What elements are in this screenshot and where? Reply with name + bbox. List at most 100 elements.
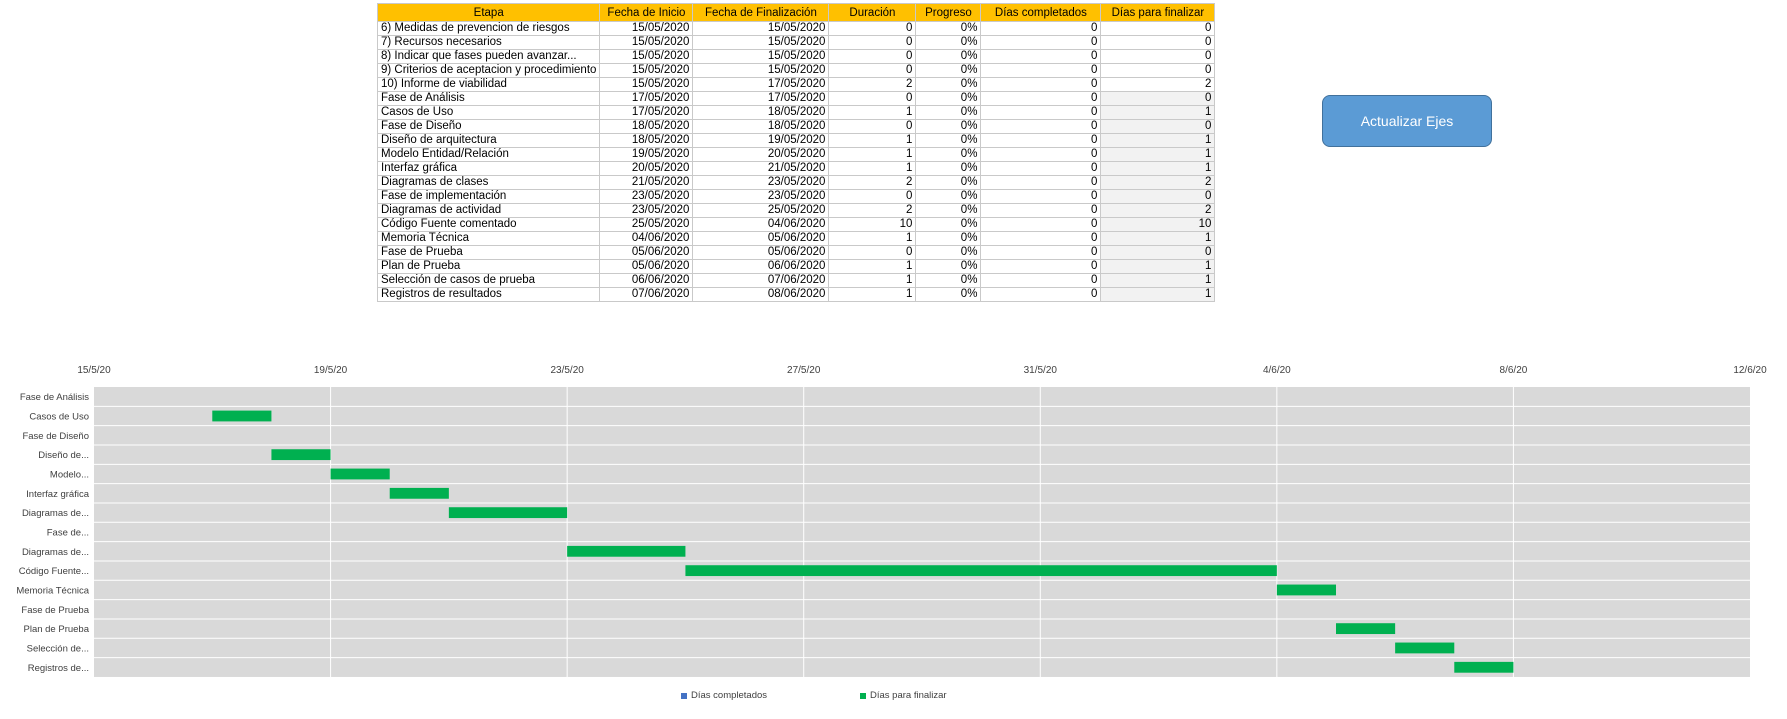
table-cell[interactable]: 0% <box>915 259 982 274</box>
table-cell[interactable]: 1 <box>828 105 917 120</box>
table-cell[interactable]: 8) Indicar que fases pueden avanzar... <box>376 49 601 64</box>
table-cell[interactable]: 17/05/2020 <box>599 91 694 106</box>
table-cell[interactable]: 0 <box>980 217 1102 232</box>
table-cell[interactable]: 0% <box>915 49 982 64</box>
table-cell[interactable]: 20/05/2020 <box>692 147 830 162</box>
table-cell[interactable]: 21/05/2020 <box>599 175 694 190</box>
table-cell[interactable]: 17/05/2020 <box>692 77 830 92</box>
table-cell[interactable]: 0% <box>915 63 982 78</box>
table-cell[interactable]: 0% <box>915 119 982 134</box>
table-cell[interactable]: 0 <box>980 63 1102 78</box>
table-cell[interactable]: 0% <box>915 231 982 246</box>
table-cell[interactable]: 08/06/2020 <box>692 287 830 302</box>
table-cell[interactable]: 0% <box>915 105 982 120</box>
table-cell[interactable]: 19/05/2020 <box>692 133 830 148</box>
table-cell[interactable]: 0% <box>915 147 982 162</box>
table-cell[interactable]: Casos de Uso <box>376 105 601 120</box>
table-cell[interactable]: 15/05/2020 <box>692 21 830 36</box>
table-cell[interactable]: 06/06/2020 <box>599 273 694 288</box>
table-cell[interactable]: 2 <box>828 203 917 218</box>
table-cell[interactable]: 18/05/2020 <box>599 133 694 148</box>
table-cell[interactable]: 23/05/2020 <box>599 203 694 218</box>
table-cell[interactable]: 0 <box>980 133 1102 148</box>
table-cell[interactable]: 0 <box>1100 91 1216 106</box>
table-cell[interactable]: 0% <box>915 245 982 260</box>
table-cell[interactable]: 0 <box>1100 245 1216 260</box>
table-cell[interactable]: 18/05/2020 <box>692 119 830 134</box>
table-cell[interactable]: 25/05/2020 <box>692 203 830 218</box>
table-cell[interactable]: 1 <box>828 287 917 302</box>
table-cell[interactable]: 17/05/2020 <box>692 91 830 106</box>
table-cell[interactable]: 9) Criterios de aceptacion y procedimien… <box>376 63 601 78</box>
table-cell[interactable]: 1 <box>1100 231 1216 246</box>
table-cell[interactable]: Código Fuente comentado <box>376 217 601 232</box>
table-cell[interactable]: 0 <box>828 35 917 50</box>
table-cell[interactable]: 0 <box>980 119 1102 134</box>
update-axes-button[interactable]: Actualizar Ejes <box>1322 95 1492 147</box>
table-cell[interactable]: 0% <box>915 203 982 218</box>
header-progreso[interactable]: Progreso <box>915 3 982 22</box>
table-cell[interactable]: 0 <box>980 91 1102 106</box>
table-cell[interactable]: 19/05/2020 <box>599 147 694 162</box>
table-cell[interactable]: 0 <box>828 63 917 78</box>
table-cell[interactable]: 0% <box>915 91 982 106</box>
table-cell[interactable]: 0% <box>915 21 982 36</box>
table-cell[interactable]: Interfaz gráfica <box>376 161 601 176</box>
table-cell[interactable]: 0 <box>980 259 1102 274</box>
table-cell[interactable]: 2 <box>1100 203 1216 218</box>
table-cell[interactable]: 0 <box>1100 189 1216 204</box>
table-cell[interactable]: 0 <box>828 49 917 64</box>
table-cell[interactable]: 07/06/2020 <box>599 287 694 302</box>
header-duracion[interactable]: Duración <box>828 3 917 22</box>
table-cell[interactable]: 23/05/2020 <box>692 189 830 204</box>
table-cell[interactable]: 25/05/2020 <box>599 217 694 232</box>
table-cell[interactable]: 10 <box>1100 217 1216 232</box>
table-cell[interactable]: 0 <box>828 21 917 36</box>
table-cell[interactable]: Diagramas de actividad <box>376 203 601 218</box>
table-cell[interactable]: 0 <box>980 161 1102 176</box>
table-cell[interactable]: 0 <box>980 105 1102 120</box>
table-cell[interactable]: 15/05/2020 <box>599 35 694 50</box>
table-cell[interactable]: 0% <box>915 77 982 92</box>
table-cell[interactable]: 1 <box>828 133 917 148</box>
table-cell[interactable]: 05/06/2020 <box>692 245 830 260</box>
table-cell[interactable]: 0% <box>915 133 982 148</box>
table-cell[interactable]: 10 <box>828 217 917 232</box>
table-cell[interactable]: 15/05/2020 <box>599 77 694 92</box>
table-cell[interactable]: 15/05/2020 <box>692 63 830 78</box>
table-cell[interactable]: 1 <box>1100 133 1216 148</box>
table-cell[interactable]: 0% <box>915 273 982 288</box>
table-cell[interactable]: 0 <box>980 77 1102 92</box>
table-cell[interactable]: 0% <box>915 189 982 204</box>
table-cell[interactable]: 0 <box>828 189 917 204</box>
table-cell[interactable]: 15/05/2020 <box>599 21 694 36</box>
table-cell[interactable]: 1 <box>828 259 917 274</box>
table-cell[interactable]: 0 <box>980 189 1102 204</box>
table-cell[interactable]: 0 <box>980 147 1102 162</box>
table-cell[interactable]: 0 <box>1100 119 1216 134</box>
table-cell[interactable]: Plan de Prueba <box>376 259 601 274</box>
table-cell[interactable]: 0 <box>980 175 1102 190</box>
table-cell[interactable]: 06/06/2020 <box>692 259 830 274</box>
table-cell[interactable]: 0 <box>1100 63 1216 78</box>
table-cell[interactable]: 15/05/2020 <box>692 49 830 64</box>
table-cell[interactable]: 0 <box>828 91 917 106</box>
table-cell[interactable]: 05/06/2020 <box>599 245 694 260</box>
table-cell[interactable]: 07/06/2020 <box>692 273 830 288</box>
table-cell[interactable]: 1 <box>828 147 917 162</box>
table-cell[interactable]: 1 <box>1100 273 1216 288</box>
table-cell[interactable]: 0 <box>1100 35 1216 50</box>
table-cell[interactable]: 0 <box>980 21 1102 36</box>
table-cell[interactable]: 0% <box>915 175 982 190</box>
table-cell[interactable]: 0 <box>980 231 1102 246</box>
table-cell[interactable]: 18/05/2020 <box>599 119 694 134</box>
table-cell[interactable]: 05/06/2020 <box>599 259 694 274</box>
table-cell[interactable]: 0 <box>1100 21 1216 36</box>
table-cell[interactable]: 1 <box>828 231 917 246</box>
table-cell[interactable]: 1 <box>1100 105 1216 120</box>
table-cell[interactable]: 0% <box>915 287 982 302</box>
table-cell[interactable]: 0 <box>1100 49 1216 64</box>
table-cell[interactable]: 7) Recursos necesarios <box>376 35 601 50</box>
table-cell[interactable]: 1 <box>1100 287 1216 302</box>
table-cell[interactable]: Fase de Análisis <box>376 91 601 106</box>
